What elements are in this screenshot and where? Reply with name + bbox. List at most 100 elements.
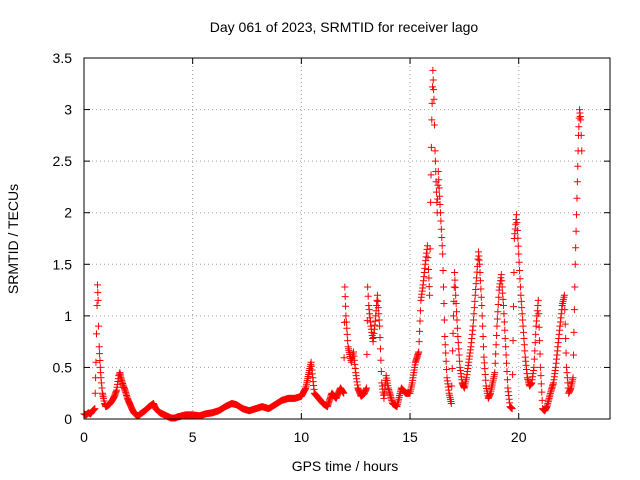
data-point [434, 167, 442, 175]
data-point [98, 384, 106, 392]
y-axis-label: SRMTID / TECUs [5, 184, 21, 294]
data-point [455, 345, 463, 353]
data-point [373, 291, 381, 299]
data-point [437, 225, 445, 233]
data-point [578, 147, 586, 155]
data-point [431, 147, 439, 155]
data-point [503, 359, 511, 367]
data-point [513, 211, 521, 219]
data-point [363, 384, 371, 392]
y-tick-label: 2.5 [53, 153, 73, 169]
data-point [375, 316, 383, 324]
data-point [453, 316, 461, 324]
data-point [499, 289, 507, 297]
data-point [570, 328, 578, 336]
data-point [452, 299, 460, 307]
data-point [570, 306, 578, 314]
grid [84, 58, 610, 419]
data-point [530, 355, 538, 363]
data-point [495, 293, 503, 301]
data-point [376, 334, 384, 342]
data-point [571, 283, 579, 291]
data-point [575, 123, 583, 131]
data-point [91, 405, 99, 413]
x-tick-label: 5 [189, 429, 197, 445]
data-point [341, 293, 349, 301]
data-point [95, 322, 103, 330]
data-point [430, 95, 438, 103]
data-point [572, 227, 580, 235]
data-point [425, 265, 433, 273]
data-point [479, 343, 487, 351]
data-point [424, 254, 432, 262]
y-tick-label: 2 [64, 205, 72, 221]
data-point [430, 121, 438, 129]
data-point [501, 335, 509, 343]
data-point [477, 285, 485, 293]
data-point [453, 308, 461, 316]
data-point [573, 178, 581, 186]
data-point [500, 318, 508, 326]
data-point [364, 283, 372, 291]
data-point [440, 299, 448, 307]
data-point [474, 255, 482, 263]
data-point [426, 291, 434, 299]
data-point [440, 316, 448, 324]
data-point [91, 389, 99, 397]
data-point [574, 162, 582, 170]
data-point [514, 242, 522, 250]
data-points [80, 66, 586, 422]
data-point [520, 335, 528, 343]
data-point [374, 297, 382, 305]
data-point [503, 368, 511, 376]
data-point [471, 297, 479, 305]
data-point [427, 171, 435, 179]
data-point [508, 405, 516, 413]
data-point [415, 338, 423, 346]
data-point [377, 356, 385, 364]
data-point [451, 284, 459, 292]
data-point [427, 198, 435, 206]
data-point [530, 363, 538, 371]
data-point [510, 269, 518, 277]
data-point [340, 389, 348, 397]
data-point [415, 348, 423, 356]
data-point [518, 304, 526, 312]
data-point [340, 354, 348, 362]
data-point [431, 157, 439, 165]
data-point [432, 188, 440, 196]
data-point [516, 275, 524, 283]
data-point [436, 209, 444, 217]
data-point [428, 99, 436, 107]
data-point [562, 349, 570, 357]
data-point [440, 283, 448, 291]
data-point [509, 303, 517, 311]
data-point [451, 276, 459, 284]
data-point [577, 131, 585, 139]
data-point [569, 351, 577, 359]
data-point [92, 358, 100, 366]
data-point [429, 66, 437, 74]
data-point [571, 260, 579, 268]
data-point [93, 302, 101, 310]
data-point [515, 250, 523, 258]
data-point [535, 323, 543, 331]
data-point [502, 351, 510, 359]
data-point [435, 184, 443, 192]
data-point [509, 337, 517, 345]
data-point [534, 296, 542, 304]
data-point [492, 350, 500, 358]
data-point [376, 322, 384, 330]
data-point [469, 322, 477, 330]
data-point [479, 332, 487, 340]
y-tick-label: 3.5 [53, 50, 73, 66]
data-point [438, 242, 446, 250]
x-tick-label: 20 [511, 429, 527, 445]
data-point [560, 291, 568, 299]
data-point [437, 217, 445, 225]
data-point [435, 176, 443, 184]
data-point [498, 277, 506, 285]
data-point [562, 335, 570, 343]
x-tick-labels: 0 5 10 15 20 [80, 429, 527, 445]
data-point [538, 396, 546, 404]
